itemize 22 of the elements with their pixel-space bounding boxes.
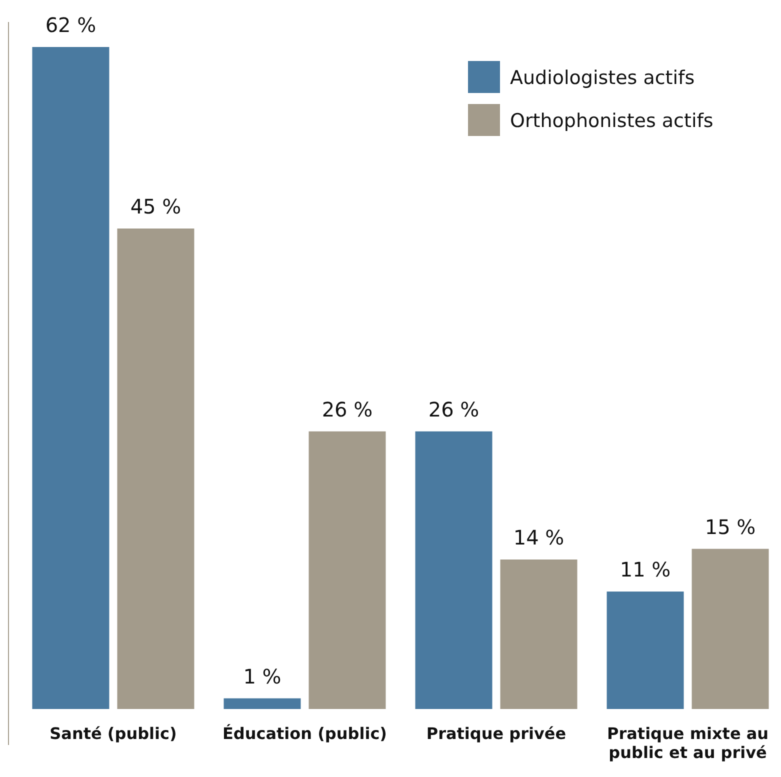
- bar: [308, 431, 386, 709]
- data-label: 14 %: [513, 526, 564, 550]
- data-label: 1 %: [243, 664, 282, 688]
- x-tick-label: Pratique privée: [426, 724, 566, 743]
- bar: [500, 560, 578, 709]
- data-label: 15 %: [704, 514, 756, 539]
- bar: [117, 228, 194, 709]
- x-tick-label: Santé (public): [50, 724, 177, 743]
- data-label: 45 %: [130, 194, 182, 219]
- bar: [32, 47, 110, 709]
- x-tick-label: Éducation (public): [222, 724, 387, 743]
- x-tick-label: Pratique mixte au public et au privé: [607, 724, 769, 762]
- bar: [415, 431, 492, 709]
- legend-label: Audiologistes actifs: [510, 67, 695, 89]
- data-label: 11 %: [620, 558, 671, 582]
- legend-label: Orthophonistes actifs: [510, 110, 714, 132]
- data-label: 62 %: [45, 13, 96, 37]
- bar: [606, 592, 684, 709]
- data-label: 26 %: [428, 397, 480, 422]
- data-label: 26 %: [322, 397, 373, 422]
- bar: [692, 548, 769, 709]
- bar: [224, 698, 301, 709]
